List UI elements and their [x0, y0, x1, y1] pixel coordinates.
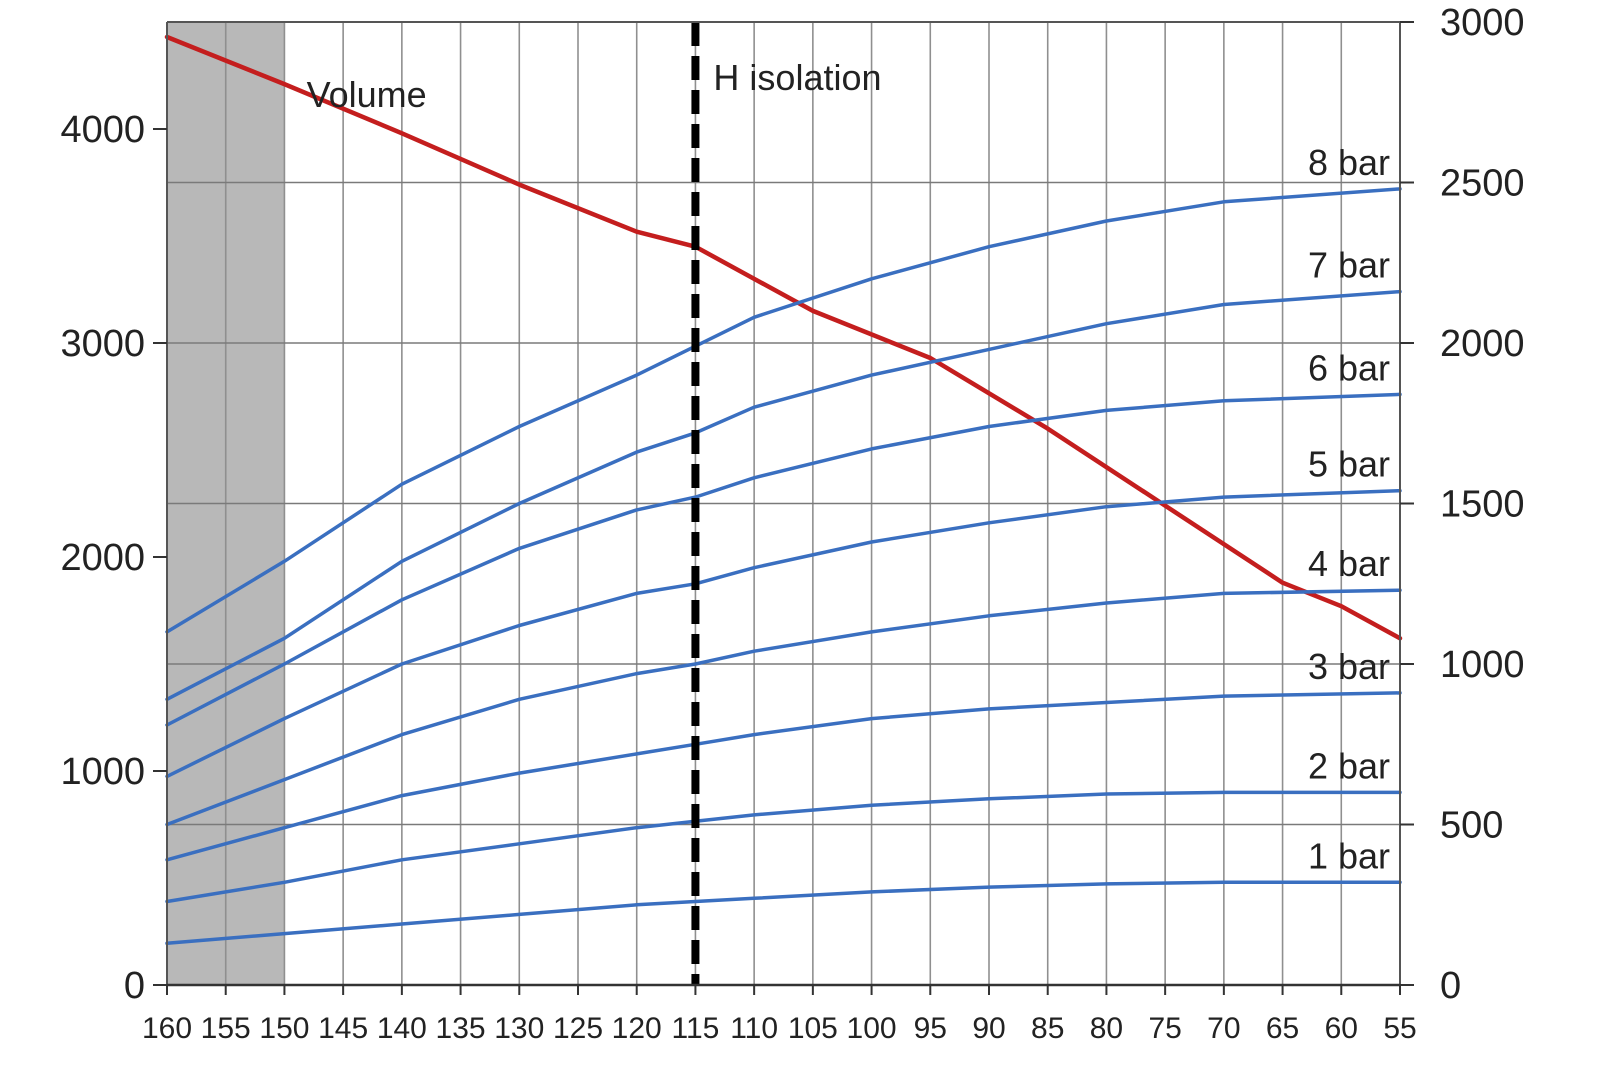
right-tick-label-1000: 1000: [1440, 644, 1525, 686]
x-tick-label-70: 70: [1207, 1012, 1240, 1045]
x-tick-label-135: 135: [436, 1012, 486, 1045]
x-tick-label-155: 155: [201, 1012, 251, 1045]
series-label-1-bar: 1 bar: [1308, 835, 1390, 876]
volume-label: Volume: [307, 74, 427, 115]
axis-layer: 0 1000 2000 3000 4000 0 500 1000 1500 2000 2500 300…: [60, 2, 1524, 1045]
series-line-3-bar: [165, 691, 1402, 862]
right-tick-label-2000: 2000: [1440, 323, 1525, 365]
x-tick-label-125: 125: [553, 1012, 603, 1045]
x-tick-label-120: 120: [612, 1012, 662, 1045]
series-line-4-bar: [165, 588, 1402, 827]
label-layer: 1 bar 2 bar 3 bar 4 bar 5 bar 6 bar 7 bar 8 bar…: [307, 57, 1390, 876]
series-label-8-bar: 8 bar: [1308, 142, 1390, 183]
left-tick-label-3000: 3000: [60, 323, 145, 365]
series-label-6-bar: 6 bar: [1308, 347, 1390, 388]
series-layer: [164, 34, 1403, 946]
x-tick-label-85: 85: [1031, 1012, 1064, 1045]
x-tick-label-140: 140: [377, 1012, 427, 1045]
x-tick-label-100: 100: [847, 1012, 897, 1045]
series-line-1-bar: [165, 880, 1402, 946]
left-tick-label-2000: 2000: [60, 537, 145, 579]
x-tick-label-150: 150: [259, 1012, 309, 1045]
x-tick-label-130: 130: [494, 1012, 544, 1045]
right-tick-label-3000: 3000: [1440, 2, 1525, 44]
x-tick-label-110: 110: [730, 1012, 778, 1045]
series-line-5-bar: [165, 488, 1402, 779]
series-line-8-bar: [165, 187, 1402, 634]
left-tick-label-0: 0: [124, 965, 145, 1007]
h-isolation-label: H isolation: [713, 57, 881, 98]
series-line-6-bar: [165, 392, 1402, 727]
series-line-2-bar: [165, 790, 1402, 904]
right-tick-label-1500: 1500: [1440, 484, 1525, 526]
left-tick-label-1000: 1000: [60, 751, 145, 793]
series-line-7-bar: [165, 289, 1402, 702]
right-tick-label-2500: 2500: [1440, 163, 1525, 205]
right-tick-label-500: 500: [1440, 805, 1503, 847]
right-tick-label-0: 0: [1440, 965, 1461, 1007]
x-tick-label-105: 105: [788, 1012, 838, 1045]
grid-layer: [166, 22, 1401, 985]
x-tick-label-90: 90: [972, 1012, 1005, 1045]
x-tick-label-80: 80: [1090, 1012, 1123, 1045]
x-tick-label-55: 55: [1383, 1012, 1416, 1045]
x-tick-label-115: 115: [672, 1012, 720, 1045]
x-tick-label-65: 65: [1266, 1012, 1299, 1045]
series-label-4-bar: 4 bar: [1308, 543, 1390, 584]
x-tick-label-95: 95: [914, 1012, 947, 1045]
series-label-5-bar: 5 bar: [1308, 444, 1390, 485]
x-tick-label-145: 145: [318, 1012, 368, 1045]
series-label-7-bar: 7 bar: [1308, 245, 1390, 286]
x-tick-label-160: 160: [142, 1012, 192, 1045]
left-tick-label-4000: 4000: [60, 109, 145, 151]
series-label-3-bar: 3 bar: [1308, 646, 1390, 687]
x-tick-label-75: 75: [1148, 1012, 1181, 1045]
series-line-volume: [164, 34, 1403, 641]
series-label-2-bar: 2 bar: [1308, 745, 1390, 786]
x-tick-label-60: 60: [1325, 1012, 1358, 1045]
